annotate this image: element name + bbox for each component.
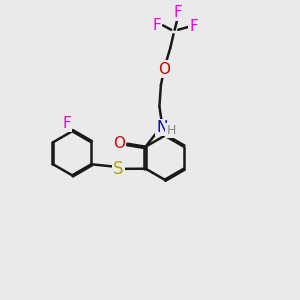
Text: F: F [173,4,182,20]
Text: H: H [167,124,176,137]
Text: F: F [152,18,161,33]
Text: F: F [62,116,71,130]
Text: F: F [190,19,199,34]
Text: O: O [113,136,125,151]
Text: S: S [113,160,124,178]
Text: O: O [158,61,170,76]
Text: N: N [156,120,167,135]
